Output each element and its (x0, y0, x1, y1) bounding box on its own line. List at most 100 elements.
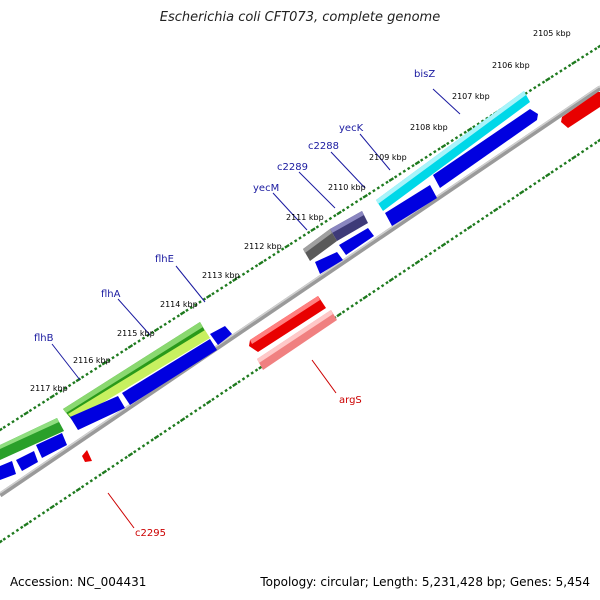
minor-tick (106, 467, 111, 471)
minor-tick (176, 314, 181, 318)
reverse-gene-bars (82, 92, 600, 462)
minor-tick (489, 211, 494, 215)
gene-label-flhA[interactable]: flhA (101, 289, 121, 300)
minor-tick (6, 422, 11, 427)
cds-arrow[interactable] (122, 339, 217, 405)
minor-tick (172, 423, 176, 428)
kbp-label: 2115 kbp (117, 329, 155, 338)
minor-tick (115, 461, 120, 466)
major-tick (492, 207, 499, 213)
gene-label-c2288[interactable]: c2288 (308, 141, 339, 152)
minor-tick (563, 161, 567, 166)
cds-arrow[interactable] (315, 252, 343, 274)
minor-tick (228, 385, 233, 390)
minor-tick (324, 219, 328, 224)
minor-tick (189, 305, 194, 310)
minor-tick (19, 525, 24, 530)
gene-label-c2295[interactable]: c2295 (135, 528, 166, 539)
minor-tick (398, 172, 402, 176)
kbp-label: 2111 kbp (286, 213, 324, 222)
minor-tick (224, 283, 228, 288)
minor-tick (119, 350, 124, 354)
gene-bar-argS[interactable] (257, 310, 337, 370)
minor-tick (367, 191, 372, 196)
cds-arrow[interactable] (433, 109, 538, 188)
minor-tick (515, 193, 520, 198)
minor-tick (411, 263, 415, 268)
gene-label-yecM[interactable]: yecM (253, 183, 279, 194)
minor-tick (393, 275, 398, 279)
minor-tick (559, 69, 563, 73)
gene-bar-argS-cds[interactable] (249, 296, 326, 352)
minor-tick (133, 341, 137, 346)
minor-tick (402, 269, 407, 273)
gene-bar-c2289[interactable] (330, 211, 368, 241)
gene-bar-c2295[interactable] (82, 450, 92, 462)
minor-tick (524, 187, 528, 192)
cds-arrow[interactable] (385, 185, 437, 226)
minor-tick (585, 52, 589, 57)
minor-tick (424, 155, 428, 160)
minor-tick (302, 233, 307, 237)
minor-tick (93, 367, 98, 371)
gene-label-flhB[interactable]: flhB (34, 333, 54, 344)
major-tick (597, 137, 600, 143)
minor-tick (111, 464, 115, 469)
minor-tick (85, 481, 89, 486)
kbp-label: 2114 kbp (160, 300, 198, 309)
gene-label-bisZ[interactable]: bisZ (414, 69, 435, 80)
major-tick (23, 522, 29, 527)
minor-tick (80, 375, 85, 379)
gene-label-flhE[interactable]: flhE (155, 254, 174, 265)
callout-line (107, 492, 135, 529)
gene-label-c2289[interactable]: c2289 (277, 162, 308, 173)
minor-tick (593, 141, 598, 145)
gene-label-argS[interactable]: argS (339, 395, 362, 406)
minor-tick (550, 170, 554, 174)
minor-tick (289, 241, 294, 246)
major-tick (597, 43, 600, 49)
major-tick (545, 172, 551, 178)
minor-tick (437, 147, 441, 151)
cds-arrow[interactable] (210, 326, 232, 345)
minor-tick (193, 303, 198, 307)
minor-tick (2, 537, 7, 541)
minor-tick (246, 374, 250, 378)
minor-tick (354, 200, 359, 204)
minor-tick (354, 301, 359, 305)
gene-label-yecK[interactable]: yecK (339, 123, 364, 134)
minor-tick (419, 158, 424, 162)
major-tick (258, 260, 264, 266)
kbp-ruler-labels: 2105 kbp 2106 kbp 2107 kbp 2108 kbp 2109 kbp… (30, 29, 571, 393)
minor-tick (298, 236, 302, 240)
minor-tick (567, 158, 572, 163)
gene-bar-yecM[interactable] (303, 229, 337, 261)
minor-tick (398, 272, 402, 276)
minor-tick (528, 184, 533, 189)
gene-bar-bisZ[interactable] (376, 91, 530, 211)
minor-tick (272, 252, 276, 257)
cds-arrow[interactable] (0, 461, 16, 480)
major-tick (75, 377, 82, 383)
minor-tick (550, 74, 554, 79)
cds-arrow[interactable] (339, 228, 374, 255)
major-tick (388, 177, 395, 182)
minor-tick (98, 364, 102, 368)
minor-tick (237, 275, 241, 279)
gene-bar-flhB[interactable] (0, 418, 64, 460)
minor-tick (250, 371, 254, 375)
minor-tick (163, 429, 167, 434)
kbp-label: 2116 kbp (73, 356, 111, 365)
gene-bar-red-right[interactable] (561, 92, 600, 128)
minor-tick (2, 425, 7, 429)
minor-tick (267, 255, 272, 260)
cds-arrow[interactable] (70, 396, 125, 430)
major-tick (127, 452, 134, 457)
minor-tick (37, 403, 41, 407)
cds-arrow[interactable] (36, 433, 67, 458)
gene-bar-flhE[interactable] (68, 330, 210, 420)
minor-tick (189, 412, 194, 416)
cds-arrow[interactable] (16, 451, 38, 471)
major-tick (179, 310, 186, 316)
minor-tick (350, 304, 354, 308)
